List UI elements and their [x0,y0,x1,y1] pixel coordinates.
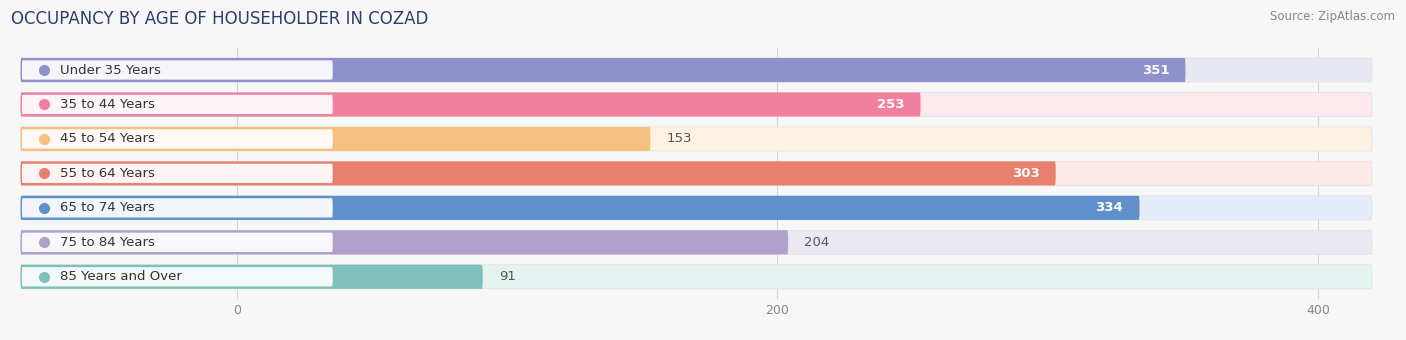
Text: 35 to 44 Years: 35 to 44 Years [59,98,155,111]
FancyBboxPatch shape [21,127,1372,151]
FancyBboxPatch shape [21,162,1056,185]
FancyBboxPatch shape [22,164,333,183]
Text: 334: 334 [1095,201,1123,214]
FancyBboxPatch shape [21,196,1372,220]
FancyBboxPatch shape [22,61,333,80]
FancyBboxPatch shape [21,265,1372,289]
Text: 85 Years and Over: 85 Years and Over [59,270,181,283]
Text: 153: 153 [666,133,692,146]
FancyBboxPatch shape [21,127,651,151]
FancyBboxPatch shape [21,92,1372,117]
Text: 91: 91 [499,270,516,283]
FancyBboxPatch shape [21,230,789,254]
FancyBboxPatch shape [22,95,333,114]
Text: 75 to 84 Years: 75 to 84 Years [59,236,155,249]
Text: OCCUPANCY BY AGE OF HOUSEHOLDER IN COZAD: OCCUPANCY BY AGE OF HOUSEHOLDER IN COZAD [11,10,429,28]
Text: 303: 303 [1012,167,1039,180]
FancyBboxPatch shape [21,196,1139,220]
Text: Source: ZipAtlas.com: Source: ZipAtlas.com [1270,10,1395,23]
FancyBboxPatch shape [22,129,333,149]
FancyBboxPatch shape [21,265,482,289]
FancyBboxPatch shape [22,233,333,252]
FancyBboxPatch shape [22,198,333,218]
FancyBboxPatch shape [21,162,1372,185]
Text: Under 35 Years: Under 35 Years [59,64,160,76]
FancyBboxPatch shape [21,230,1372,254]
FancyBboxPatch shape [21,58,1185,82]
Text: 55 to 64 Years: 55 to 64 Years [59,167,155,180]
Text: 45 to 54 Years: 45 to 54 Years [59,133,155,146]
FancyBboxPatch shape [22,267,333,286]
Text: 65 to 74 Years: 65 to 74 Years [59,201,155,214]
Text: 204: 204 [804,236,830,249]
Text: 253: 253 [877,98,904,111]
FancyBboxPatch shape [21,92,921,117]
FancyBboxPatch shape [21,58,1372,82]
Text: 351: 351 [1142,64,1170,76]
